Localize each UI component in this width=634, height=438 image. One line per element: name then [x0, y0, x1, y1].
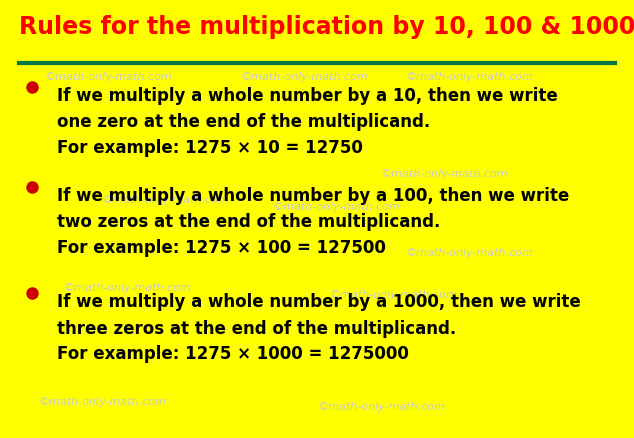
Text: ©math-only-math.com: ©math-only-math.com [273, 201, 400, 212]
Text: ©math-only-math.com: ©math-only-math.com [63, 283, 191, 293]
Text: For example: 1275 × 10 = 12750: For example: 1275 × 10 = 12750 [57, 139, 363, 157]
Text: If we multiply a whole number by a 100, then we write: If we multiply a whole number by a 100, … [57, 187, 569, 205]
Text: two zeros at the end of the multiplicand.: two zeros at the end of the multiplicand… [57, 213, 441, 231]
Text: ©math-only-math.com: ©math-only-math.com [44, 72, 172, 82]
Text: ©math-only-math.com: ©math-only-math.com [406, 247, 533, 258]
Text: ©math-only-math.com: ©math-only-math.com [101, 195, 229, 205]
Text: ©math-only-math.com: ©math-only-math.com [406, 72, 533, 82]
Text: For example: 1275 × 100 = 127500: For example: 1275 × 100 = 127500 [57, 239, 386, 257]
Text: ©math-only-math.com: ©math-only-math.com [317, 401, 444, 411]
Text: one zero at the end of the multiplicand.: one zero at the end of the multiplicand. [57, 113, 430, 131]
Text: For example: 1275 × 1000 = 1275000: For example: 1275 × 1000 = 1275000 [57, 345, 409, 363]
Text: ©math-only-math.com: ©math-only-math.com [241, 72, 368, 82]
Text: ©math-only-math.com: ©math-only-math.com [38, 396, 165, 406]
Text: three zeros at the end of the multiplicand.: three zeros at the end of the multiplica… [57, 319, 456, 337]
Text: ©math-only-math.com: ©math-only-math.com [330, 289, 457, 299]
Text: Rules for the multiplication by 10, 100 & 1000.: Rules for the multiplication by 10, 100 … [19, 15, 634, 39]
Text: If we multiply a whole number by a 10, then we write: If we multiply a whole number by a 10, t… [57, 87, 558, 105]
Text: If we multiply a whole number by a 1000, then we write: If we multiply a whole number by a 1000,… [57, 293, 581, 311]
Text: ©math-only-math.com: ©math-only-math.com [380, 169, 508, 179]
